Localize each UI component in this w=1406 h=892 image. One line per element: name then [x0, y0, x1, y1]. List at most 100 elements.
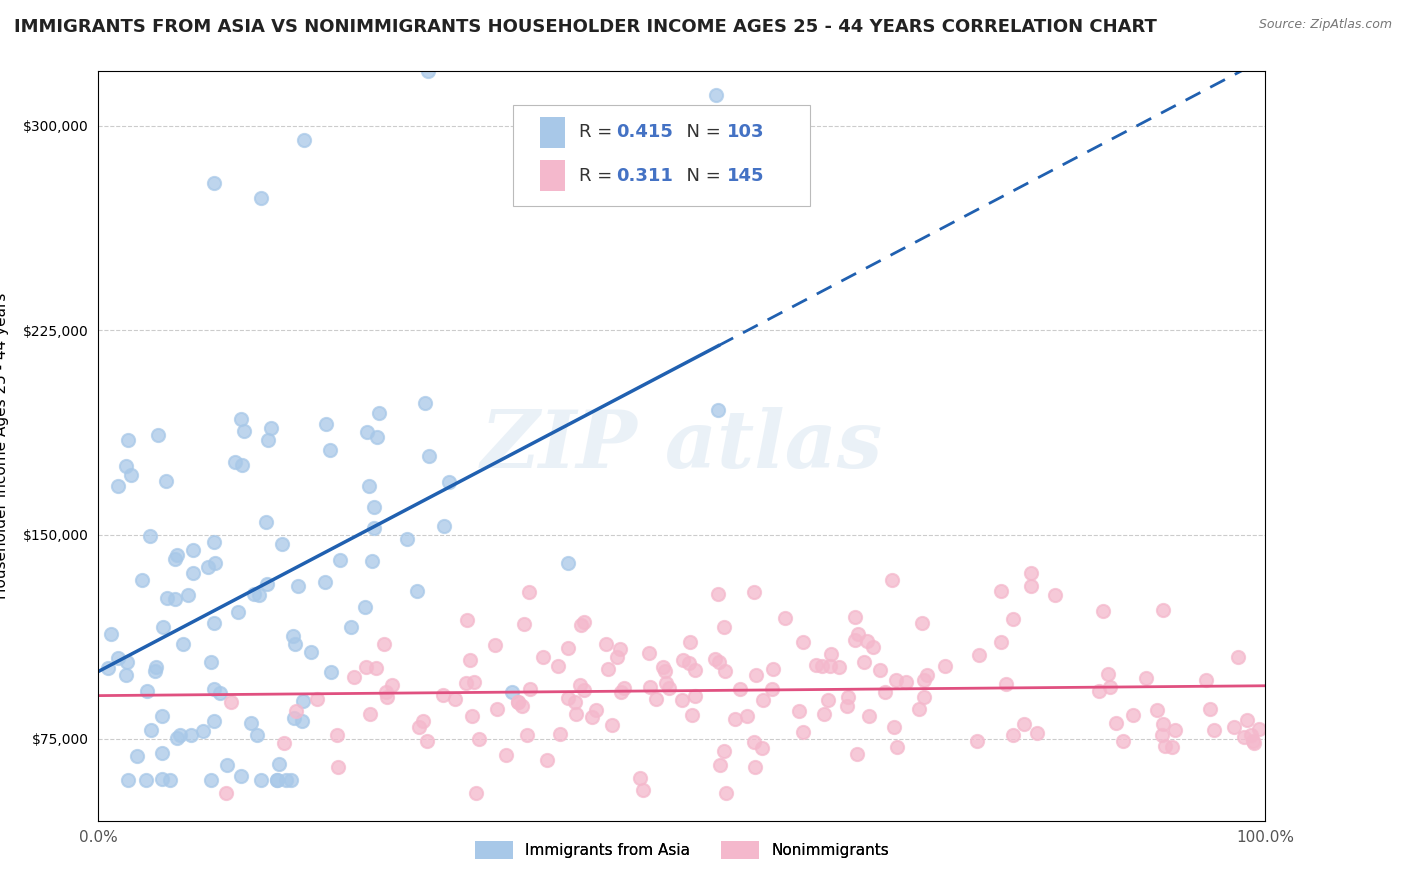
Point	[1247, 722, 1270, 736]
Point	[610, 685, 633, 699]
Point	[284, 637, 307, 651]
Point	[145, 660, 167, 674]
Point	[792, 635, 814, 649]
Point	[751, 741, 773, 756]
FancyBboxPatch shape	[540, 160, 565, 191]
Point	[557, 691, 579, 706]
Point	[204, 556, 226, 570]
Point	[995, 676, 1018, 690]
Point	[125, 748, 148, 763]
Point	[246, 728, 269, 742]
Point	[751, 693, 773, 707]
Point	[266, 772, 288, 787]
Point	[292, 133, 315, 147]
Point	[291, 714, 314, 729]
FancyBboxPatch shape	[540, 117, 565, 148]
Point	[683, 663, 706, 677]
Point	[354, 659, 377, 673]
Point	[761, 682, 783, 697]
Point	[818, 659, 841, 673]
Point	[395, 532, 418, 546]
Point	[1098, 680, 1121, 694]
Point	[356, 425, 378, 440]
Point	[609, 642, 631, 657]
Text: N =: N =	[675, 167, 727, 185]
Point	[273, 736, 295, 750]
Point	[375, 690, 398, 705]
Point	[707, 402, 730, 417]
Point	[177, 589, 200, 603]
Point	[990, 634, 1012, 648]
Point	[181, 566, 204, 580]
Point	[894, 675, 917, 690]
Point	[326, 728, 349, 742]
Point	[135, 772, 157, 787]
Point	[231, 458, 253, 472]
Point	[1088, 683, 1111, 698]
Point	[406, 584, 429, 599]
Text: 0.311: 0.311	[617, 167, 673, 185]
Point	[115, 459, 138, 474]
Point	[1240, 728, 1263, 742]
Point	[343, 670, 366, 684]
Point	[672, 653, 695, 667]
Text: 0.415: 0.415	[617, 123, 673, 142]
Point	[463, 674, 485, 689]
Point	[1233, 730, 1256, 744]
Point	[1043, 588, 1066, 602]
Point	[744, 759, 766, 773]
Point	[1097, 666, 1119, 681]
Point	[585, 703, 607, 717]
Point	[1160, 739, 1182, 754]
Point	[416, 733, 439, 747]
Point	[869, 663, 891, 677]
Point	[501, 684, 523, 698]
Point	[581, 710, 603, 724]
Point	[704, 88, 727, 103]
Point	[363, 500, 385, 514]
Point	[107, 650, 129, 665]
Text: IMMIGRANTS FROM ASIA VS NONIMMIGRANTS HOUSEHOLDER INCOME AGES 25 - 44 YEARS CORR: IMMIGRANTS FROM ASIA VS NONIMMIGRANTS HO…	[14, 18, 1157, 36]
Point	[280, 772, 302, 787]
Point	[256, 434, 278, 448]
Point	[152, 620, 174, 634]
Point	[484, 638, 506, 652]
Point	[1195, 673, 1218, 688]
Point	[640, 680, 662, 694]
Point	[828, 660, 851, 674]
Point	[1241, 734, 1264, 748]
Point	[439, 475, 461, 490]
Point	[1012, 716, 1035, 731]
Point	[232, 424, 254, 438]
Point	[418, 64, 440, 78]
Point	[508, 695, 530, 709]
Point	[858, 709, 880, 723]
Point	[1152, 603, 1174, 617]
Point	[880, 573, 903, 587]
Point	[606, 650, 628, 665]
Point	[271, 537, 294, 551]
Point	[572, 682, 595, 697]
Point	[412, 714, 434, 728]
Point	[678, 656, 700, 670]
Point	[224, 454, 246, 468]
Point	[307, 692, 329, 706]
Text: R =: R =	[579, 123, 619, 142]
Point	[221, 695, 243, 709]
Point	[461, 709, 484, 723]
Point	[166, 548, 188, 562]
Point	[744, 585, 766, 599]
Point	[202, 714, 225, 728]
Point	[1164, 723, 1187, 737]
Point	[418, 449, 440, 463]
Point	[269, 757, 291, 772]
Point	[229, 768, 252, 782]
Point	[569, 678, 592, 692]
Point	[197, 560, 219, 574]
Point	[1135, 671, 1157, 685]
Point	[966, 734, 988, 748]
Point	[883, 720, 905, 734]
Point	[200, 772, 222, 787]
Point	[146, 427, 169, 442]
Point	[339, 620, 361, 634]
